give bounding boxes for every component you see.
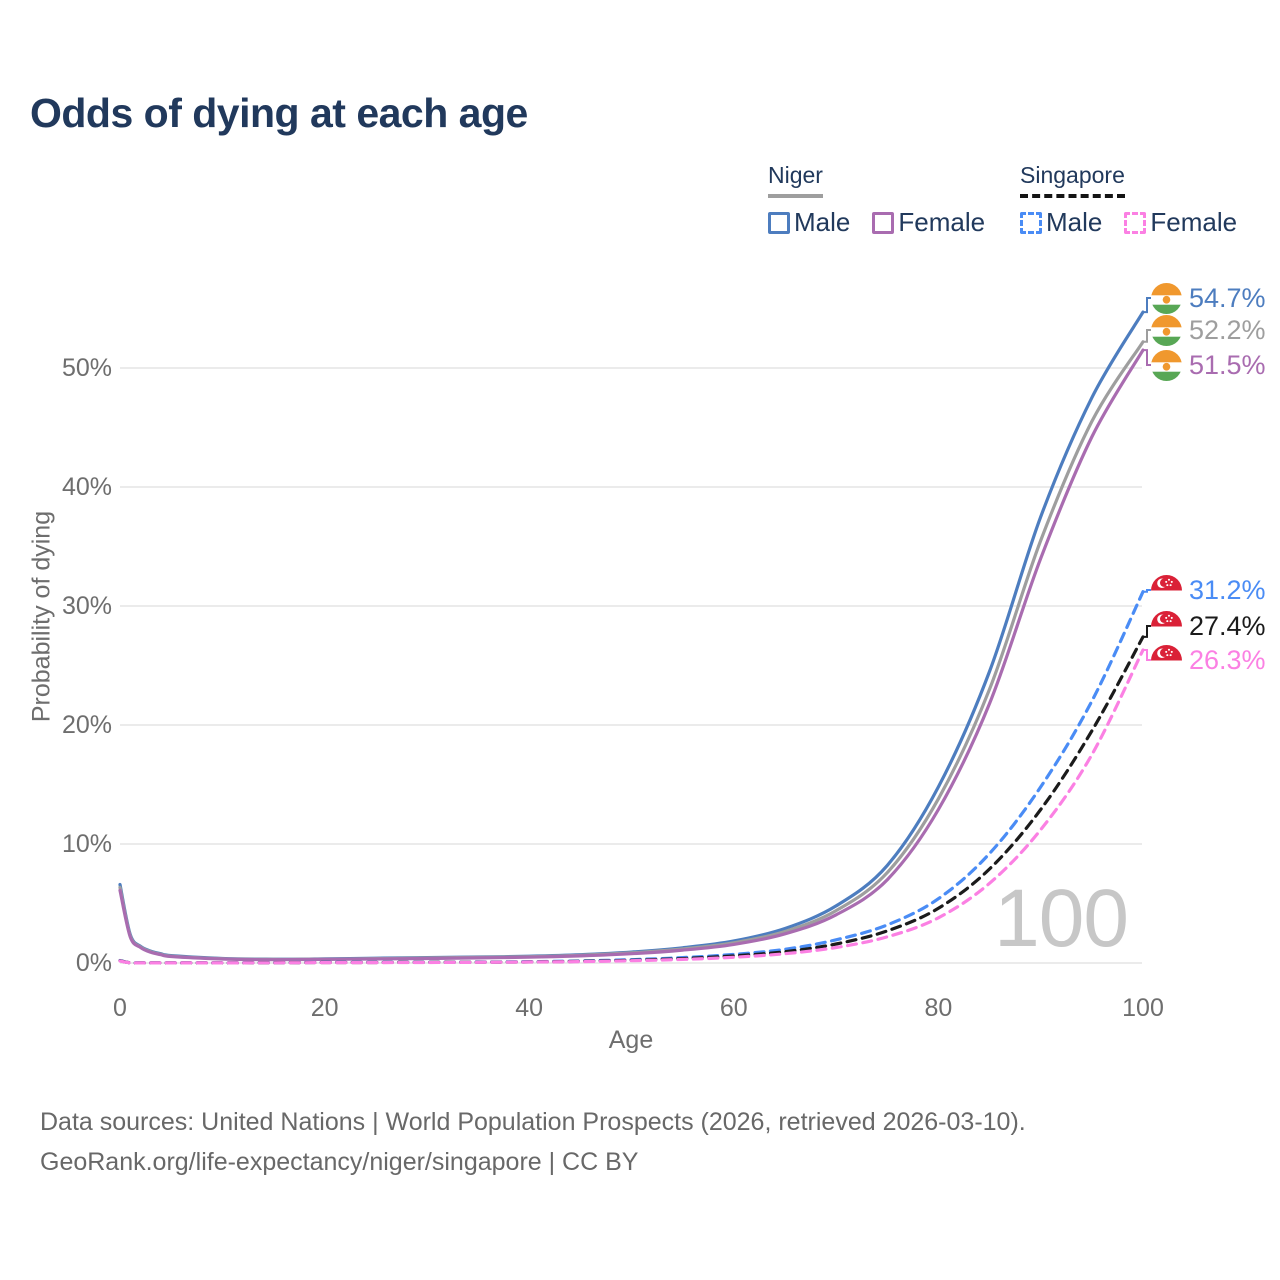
legend-label-singapore-female[interactable]: Female	[1150, 207, 1238, 237]
end-label-value: 51.5%	[1189, 349, 1266, 380]
legend-group-singapore: Singapore Male Female	[1020, 162, 1237, 238]
legend-checkbox-niger-male[interactable]	[768, 211, 790, 234]
leader-line	[1143, 349, 1151, 366]
series-line-niger-female[interactable]	[118, 348, 1145, 962]
gridlines	[120, 367, 1142, 964]
legend-label-niger-male[interactable]: Male	[794, 207, 851, 237]
page-title: Odds of dying at each age	[30, 90, 528, 136]
niger-flag-icon	[1151, 350, 1182, 381]
leader-line	[1143, 625, 1151, 638]
series-line-singapore-female[interactable]	[118, 648, 1145, 965]
y-tick-label: 30%	[61, 592, 112, 620]
x-tick-label: 100	[1122, 994, 1164, 1022]
x-tick-label: 60	[719, 994, 748, 1022]
y-tick-label: 40%	[61, 473, 112, 501]
leader-line	[1143, 589, 1151, 593]
end-label-value: 26.3%	[1189, 644, 1266, 675]
singapore-flag-icon	[1151, 645, 1182, 676]
leader-line	[1143, 329, 1151, 343]
legend-label-singapore-male[interactable]: Male	[1046, 207, 1103, 237]
legend-title-niger: Niger	[768, 162, 823, 198]
end-label-value: 27.4%	[1189, 610, 1266, 641]
end-label-singapore-female: 26.3%	[1151, 643, 1266, 677]
end-label-niger-male: 54.7%	[1151, 281, 1266, 315]
x-tick-label: 0	[113, 994, 127, 1022]
end-label-value: 54.7%	[1189, 282, 1266, 313]
footer-data-sources: Data sources: United Nations | World Pop…	[40, 1108, 1026, 1136]
legend-title-singapore: Singapore	[1020, 162, 1125, 198]
data-series-lines	[118, 310, 1145, 965]
end-label-value: 52.2%	[1189, 314, 1266, 345]
label-leader-lines	[1143, 297, 1151, 661]
end-label-niger-both-sexes: 52.2%	[1151, 313, 1266, 347]
series-line-niger-male[interactable]	[118, 310, 1145, 961]
niger-flag-icon	[1151, 283, 1182, 314]
x-tick-label: 20	[310, 994, 339, 1022]
y-tick-label: 10%	[61, 830, 112, 858]
x-tick-label: 40	[515, 994, 544, 1022]
leader-line	[1143, 297, 1151, 314]
series-line-singapore-male[interactable]	[118, 590, 1145, 965]
x-tick-label: 80	[924, 994, 953, 1022]
x-axis-title: Age	[608, 1026, 654, 1054]
singapore-flag-icon	[1151, 611, 1182, 642]
age-watermark: 100	[994, 873, 1129, 964]
legend-group-niger: Niger Male Female	[768, 162, 985, 238]
y-tick-label: 20%	[61, 711, 112, 739]
end-label-niger-female: 51.5%	[1151, 348, 1266, 382]
legend-checkbox-niger-female[interactable]	[872, 211, 895, 234]
leader-line	[1143, 649, 1151, 661]
niger-flag-icon	[1151, 315, 1182, 346]
y-tick-label: 0%	[75, 949, 112, 977]
footer-attribution: GeoRank.org/life-expectancy/niger/singap…	[40, 1148, 639, 1176]
legend-label-niger-female[interactable]: Female	[898, 207, 986, 237]
legend-checkbox-singapore-female[interactable]	[1124, 211, 1147, 234]
end-label-value: 31.2%	[1189, 574, 1266, 605]
y-tick-label: 50%	[61, 354, 112, 382]
end-label-singapore-male: 31.2%	[1151, 573, 1266, 607]
singapore-flag-icon	[1151, 575, 1182, 606]
end-label-singapore-both-sexes: 27.4%	[1151, 609, 1266, 643]
legend-checkbox-singapore-male[interactable]	[1020, 211, 1042, 234]
